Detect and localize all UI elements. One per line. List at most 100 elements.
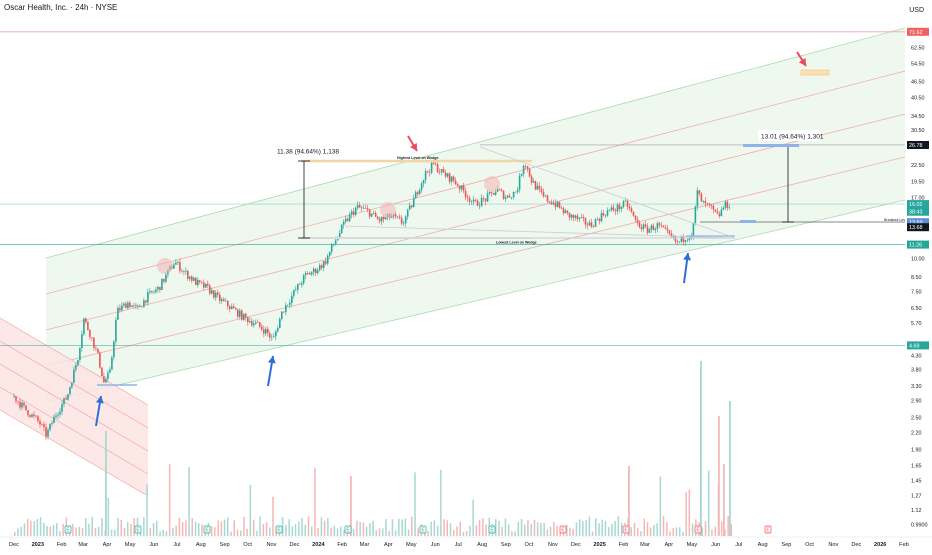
y-tick-label: 30.50 — [911, 128, 925, 134]
volume-bar — [572, 528, 574, 536]
candle-body — [436, 164, 439, 173]
candle-body — [346, 218, 349, 221]
candle-body — [185, 270, 187, 272]
candle-body — [364, 208, 367, 209]
volume-bar — [682, 531, 684, 536]
candle-body — [372, 213, 375, 214]
volume-bar — [327, 518, 329, 536]
candle-body — [199, 280, 201, 282]
wedge-low-label: Lowest Level on Wedge — [496, 241, 537, 245]
candle-body — [350, 211, 353, 215]
candle-body — [205, 283, 207, 288]
arrow-head — [798, 57, 806, 66]
volume-bar — [227, 517, 229, 536]
volume-bar — [14, 532, 16, 536]
candle-body — [728, 207, 731, 209]
candle-body — [67, 394, 69, 400]
volume-bar — [198, 523, 200, 536]
volume-bar — [101, 518, 103, 536]
candle-body — [225, 300, 227, 302]
candle-body — [630, 208, 633, 212]
price-badge: 13.68 — [907, 223, 929, 232]
earnings-text: E — [136, 528, 140, 534]
volume-bar — [130, 524, 132, 536]
candle-body — [598, 219, 601, 222]
candle-body — [77, 360, 79, 366]
candle-body — [105, 379, 107, 383]
candle-body — [71, 383, 73, 388]
volume-bar — [149, 527, 152, 536]
target-zone — [800, 69, 830, 76]
earnings-box — [488, 525, 496, 534]
candle-body — [340, 224, 343, 233]
candle-body — [510, 197, 513, 198]
price-badge: 38:43 — [907, 207, 929, 216]
price-badge-bg — [907, 218, 929, 227]
candle-body — [261, 326, 263, 330]
candle-body — [590, 222, 593, 227]
candle-body — [476, 200, 479, 206]
channel-line — [45, 27, 906, 259]
candle-body — [191, 276, 193, 281]
currency-label: USD — [909, 7, 924, 14]
candle-body — [696, 190, 699, 207]
candle-body — [75, 365, 77, 370]
candle-body — [113, 341, 115, 358]
volume-bar — [365, 526, 368, 536]
candle-body — [594, 219, 597, 227]
candle-body — [183, 271, 185, 272]
x-tick-label: Feb — [57, 542, 67, 548]
x-tick-label: Jul — [455, 542, 462, 548]
candle-body — [528, 168, 531, 177]
candle-body — [622, 201, 625, 207]
volume-bar — [711, 529, 713, 536]
candle-body — [27, 410, 29, 416]
volume-bar — [156, 520, 158, 536]
breakout-box — [740, 220, 756, 223]
candle-body — [263, 329, 265, 334]
volume-bar — [530, 524, 532, 536]
y-tick-label: 4.30 — [911, 353, 922, 359]
breakout-label: Breakout Level — [884, 218, 908, 222]
candle-body — [656, 223, 659, 229]
candle-body — [19, 401, 21, 408]
measure-label-text: 11.38 (94.64%) 1,138 — [277, 149, 339, 156]
x-tick-label: Aug — [758, 542, 768, 548]
candle-body — [438, 172, 441, 173]
volume-bar — [543, 522, 545, 536]
volume-bar — [456, 526, 458, 536]
candle-body — [107, 372, 109, 379]
candle-body — [348, 214, 351, 221]
volume-bar — [33, 521, 35, 536]
volume-bar — [265, 522, 268, 536]
volume-bar — [540, 522, 542, 536]
candle-body — [484, 198, 487, 202]
candle-body — [121, 305, 123, 311]
volume-bar — [188, 467, 190, 536]
candle-body — [686, 239, 689, 241]
candle-body — [93, 337, 95, 348]
x-tick-label: Feb — [337, 542, 347, 548]
candle-body — [203, 282, 205, 288]
candle-body — [161, 278, 163, 290]
volume-bar — [52, 525, 55, 536]
volume-bar — [536, 522, 539, 536]
volume-bar — [214, 527, 216, 536]
candle-body — [338, 233, 341, 238]
volume-bar — [181, 522, 184, 536]
volume-bar — [285, 525, 287, 536]
earnings-marker: E — [488, 525, 496, 534]
volume-bar — [178, 517, 181, 536]
price-badge-bg — [907, 27, 929, 36]
candle-body — [123, 303, 125, 306]
candle-body — [45, 427, 47, 437]
candle-body — [267, 328, 269, 334]
candle-body — [470, 201, 473, 203]
earnings-marker: E — [419, 525, 427, 534]
candle-body — [223, 299, 225, 301]
candle-body — [704, 200, 707, 204]
volume-bar — [462, 532, 465, 536]
candle-body — [626, 200, 629, 207]
